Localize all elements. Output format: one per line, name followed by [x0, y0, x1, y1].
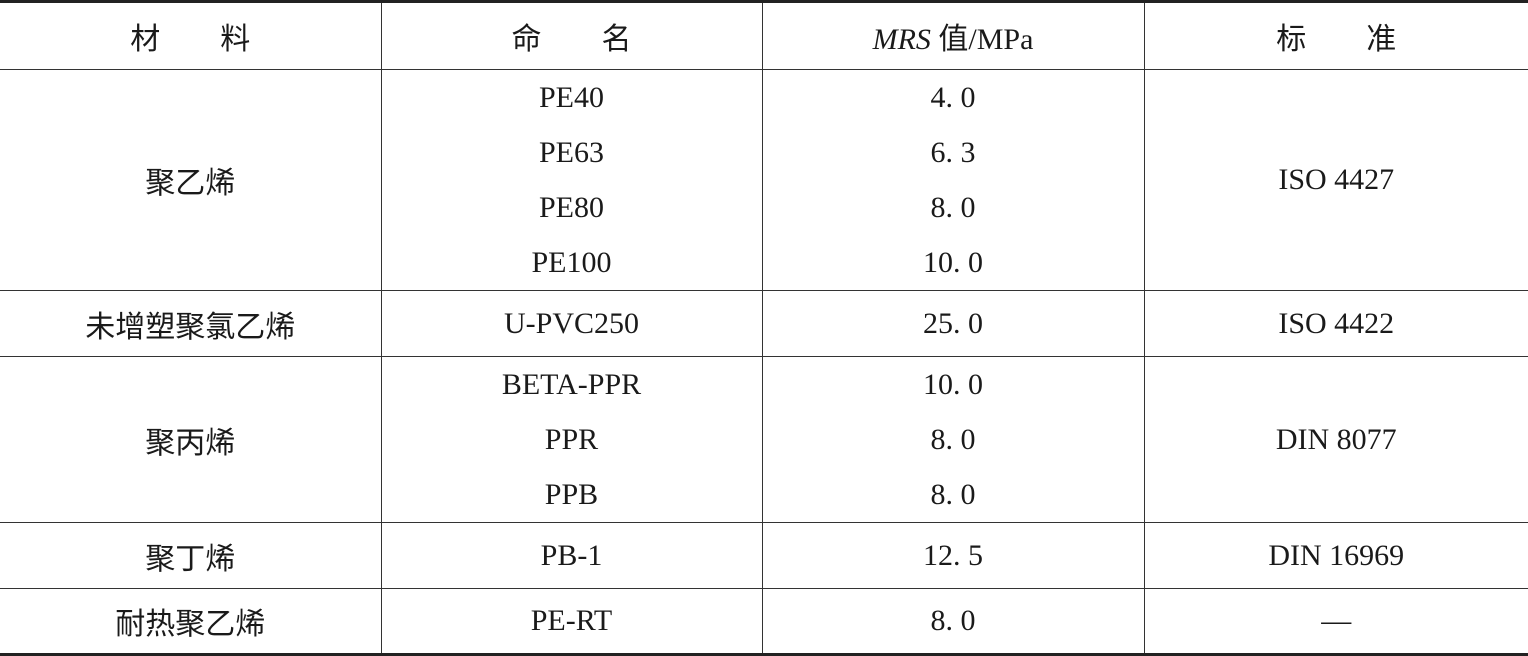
table-row: 聚丙烯 BETA-PPR 10. 0 DIN 8077	[0, 356, 1528, 523]
mrs-value-cell: 10. 0	[761, 356, 1145, 412]
table-row: PE63 6. 3	[0, 125, 1528, 180]
name-cell: U-PVC250	[380, 290, 763, 357]
header-mrs-unit: 值/MPa	[930, 23, 1034, 56]
mrs-value-cell: 8. 0	[761, 180, 1144, 235]
mrs-value-cell: 6. 3	[761, 125, 1144, 180]
name-cell: PE100	[381, 235, 763, 291]
mrs-value-cell: 12. 5	[761, 522, 1145, 589]
material-cell: 未增塑聚氯乙烯	[0, 290, 382, 357]
table-row: PE80 8. 0	[0, 180, 1528, 235]
table-row: PPR 8. 0	[0, 412, 1528, 467]
name-cell: PPR	[381, 412, 763, 467]
table-header-row: 材 料 命 名 MRS 值/MPa 标 准	[0, 0, 1528, 70]
name-cell: PPB	[381, 467, 763, 523]
mrs-value-cell: 4. 0	[761, 69, 1145, 125]
name-cell: PB-1	[380, 522, 763, 589]
header-mrs: MRS 值/MPa	[761, 0, 1145, 70]
table-row: PPB 8. 0	[0, 467, 1528, 523]
material-cell: 聚丁烯	[0, 522, 382, 589]
header-material: 材 料	[0, 0, 382, 70]
table-row: 未增塑聚氯乙烯 U-PVC250 25. 0 ISO 4422	[0, 290, 1528, 357]
material-cell: 聚丙烯	[0, 356, 382, 523]
name-cell: PE63	[381, 125, 763, 180]
table-row: 聚丁烯 PB-1 12. 5 DIN 16969	[0, 522, 1528, 589]
material-cell: 聚乙烯	[0, 69, 382, 291]
table-row: 聚乙烯 PE40 4. 0 ISO 4427	[0, 69, 1528, 291]
mrs-value-cell: 8. 0	[761, 412, 1144, 467]
standard-cell: ISO 4422	[1143, 290, 1528, 357]
table-row: 耐热聚乙烯 PE-RT 8. 0 —	[0, 588, 1528, 656]
mrs-value-cell: 8. 0	[761, 588, 1145, 656]
name-cell: PE40	[380, 69, 763, 125]
name-cell: PE-RT	[380, 588, 763, 656]
standard-cell: ISO 4427	[1143, 69, 1528, 291]
header-name: 命 名	[380, 0, 763, 70]
standard-cell: DIN 8077	[1143, 356, 1528, 523]
standard-cell: DIN 16969	[1143, 522, 1528, 589]
mrs-value-cell: 10. 0	[761, 235, 1144, 291]
name-cell: PE80	[381, 180, 763, 235]
mrs-value-cell: 8. 0	[761, 467, 1144, 523]
header-mrs-italic: MRS	[872, 23, 931, 56]
table-row: PE100 10. 0	[0, 235, 1528, 291]
standard-cell: —	[1143, 588, 1528, 656]
mrs-value-cell: 25. 0	[761, 290, 1145, 357]
header-standard: 标 准	[1143, 0, 1528, 70]
material-cell: 耐热聚乙烯	[0, 588, 382, 656]
name-cell: BETA-PPR	[380, 356, 763, 412]
